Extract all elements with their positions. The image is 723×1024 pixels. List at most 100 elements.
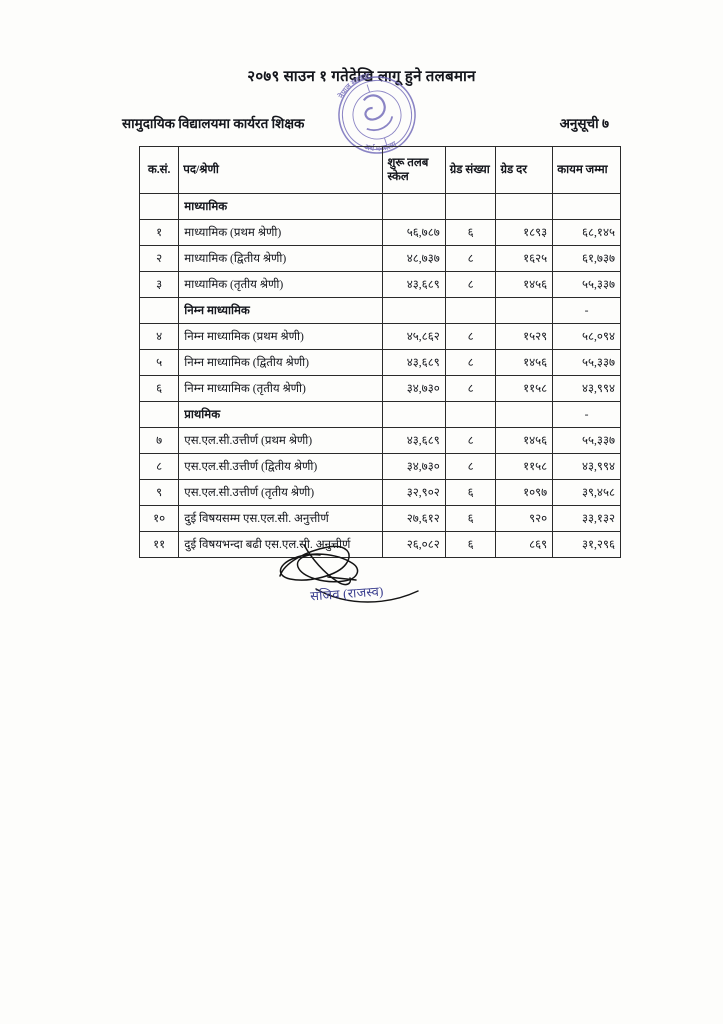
column-header-total: कायम जम्मा bbox=[552, 146, 621, 194]
table-row: ११ दुई विषयभन्दा बढी एस.एल.सी. अनुत्तीर्ण… bbox=[138, 531, 621, 558]
cell-serial: १० bbox=[138, 505, 180, 532]
cell-grade-count: ८ bbox=[444, 323, 497, 350]
table-group-row: निम्न माध्यामिक - bbox=[138, 297, 621, 324]
cell-total: ४३,९९४ bbox=[552, 453, 621, 480]
table-row: २ माध्यामिक (द्वितीय श्रेणी) ४८,७३७ ८ १६२५ ६१… bbox=[138, 245, 621, 272]
cell-grade-count: ६ bbox=[444, 219, 497, 246]
cell-serial: ९ bbox=[138, 479, 180, 506]
table-body: माध्यामिक १ माध्यामिक (प्रथम श्रेणी) ५६,७८७… bbox=[138, 193, 621, 558]
cell-total: ३३,१३२ bbox=[552, 505, 621, 532]
cell-grade-rate: १४५६ bbox=[495, 427, 554, 454]
column-header-grade-rate: ग्रेड दर bbox=[495, 146, 554, 194]
cell-scale: ४५,८६२ bbox=[382, 323, 446, 350]
cell-grade-rate: १५२९ bbox=[495, 323, 554, 350]
group-row-grade-rate bbox=[495, 193, 554, 220]
cell-grade-rate: १६२५ bbox=[495, 245, 554, 272]
cell-post: निम्न माध्यामिक (प्रथम श्रेणी) bbox=[178, 323, 384, 350]
handwritten-signature-icon bbox=[279, 544, 419, 603]
cell-grade-rate: १८९३ bbox=[495, 219, 554, 246]
cell-grade-rate: ८६९ bbox=[495, 531, 554, 558]
table-row: ८ एस.एल.सी.उत्तीर्ण (द्वितीय श्रेणी) ३४,७३… bbox=[138, 453, 621, 480]
cell-grade-count: ८ bbox=[444, 453, 497, 480]
group-row-grade-count bbox=[444, 193, 497, 220]
cell-post: माध्यामिक (प्रथम श्रेणी) bbox=[178, 219, 384, 246]
group-row-total bbox=[552, 193, 621, 220]
table-row: ४ निम्न माध्यामिक (प्रथम श्रेणी) ४५,८६२ ८ १५… bbox=[138, 323, 621, 350]
group-row-serial bbox=[138, 193, 180, 220]
column-header-post: पद/श्रेणी bbox=[178, 146, 384, 194]
group-row-label: माध्यामिक bbox=[178, 193, 384, 220]
table-row: ६ निम्न माध्यामिक (तृतीय श्रेणी) ३४,७३० ८ ११… bbox=[138, 375, 621, 402]
cell-scale: ३२,९०२ bbox=[382, 479, 446, 506]
cell-grade-count: ८ bbox=[444, 245, 497, 272]
cell-serial: १ bbox=[138, 219, 180, 246]
cell-scale: २७,६१२ bbox=[382, 505, 446, 532]
subtitle-row: सामुदायिक विद्यालयमा कार्यरत शिक्षक अनुस… bbox=[122, 114, 609, 132]
cell-serial: ८ bbox=[138, 453, 180, 480]
cell-scale: ३४,७३० bbox=[382, 375, 446, 402]
group-row-scale bbox=[382, 193, 446, 220]
cell-grade-count: ८ bbox=[444, 349, 497, 376]
table-row: ९ एस.एल.सी.उत्तीर्ण (तृतीय श्रेणी) ३२,९०२ ६… bbox=[138, 479, 621, 506]
cell-scale: ४८,७३७ bbox=[382, 245, 446, 272]
cell-scale: २६,०८२ bbox=[382, 531, 446, 558]
cell-serial: ३ bbox=[138, 271, 180, 298]
cell-post: माध्यामिक (द्वितीय श्रेणी) bbox=[178, 245, 384, 272]
group-row-total: - bbox=[552, 401, 621, 428]
cell-grade-rate: ११५८ bbox=[495, 453, 554, 480]
cell-post: माध्यामिक (तृतीय श्रेणी) bbox=[178, 271, 384, 298]
cell-scale: ४३,६८९ bbox=[382, 271, 446, 298]
cell-scale: ३४,७३० bbox=[382, 453, 446, 480]
cell-total: ६१,७३७ bbox=[552, 245, 621, 272]
cell-total: ५५,३३७ bbox=[552, 349, 621, 376]
salary-table: क.सं. पद/श्रेणी शुरू तलब स्केल ग्रेड संख… bbox=[138, 146, 621, 558]
group-row-total: - bbox=[552, 297, 621, 324]
cell-grade-count: ८ bbox=[444, 427, 497, 454]
cell-post: एस.एल.सी.उत्तीर्ण (प्रथम श्रेणी) bbox=[178, 427, 384, 454]
group-row-label: निम्न माध्यामिक bbox=[178, 297, 384, 324]
table-group-row: माध्यामिक bbox=[138, 193, 621, 220]
cell-total: ३९,४५८ bbox=[552, 479, 621, 506]
cell-total: ३१,२९६ bbox=[552, 531, 621, 558]
group-row-grade-rate bbox=[495, 401, 554, 428]
salary-table-container: क.सं. पद/श्रेणी शुरू तलब स्केल ग्रेड संख… bbox=[138, 146, 621, 558]
cell-total: ५५,३३७ bbox=[552, 271, 621, 298]
table-group-row: प्राथमिक - bbox=[138, 401, 621, 428]
group-row-grade-count bbox=[444, 297, 497, 324]
cell-post: दुई विषयसम्म एस.एल.सी. अनुत्तीर्ण bbox=[178, 505, 384, 532]
cell-total: ४३,९९४ bbox=[552, 375, 621, 402]
cell-total: ६८,१४५ bbox=[552, 219, 621, 246]
cell-grade-count: ८ bbox=[444, 375, 497, 402]
signature-block: संजिव (राजस्व) bbox=[258, 533, 508, 618]
table-row: १ माध्यामिक (प्रथम श्रेणी) ५६,७८७ ६ १८९३ ६८,१… bbox=[138, 219, 621, 246]
group-row-grade-count bbox=[444, 401, 497, 428]
schedule-label: अनुसूची ७ bbox=[559, 116, 609, 131]
cell-grade-rate: ११५८ bbox=[495, 375, 554, 402]
cell-post: एस.एल.सी.उत्तीर्ण (तृतीय श्रेणी) bbox=[178, 479, 384, 506]
table-row: १० दुई विषयसम्म एस.एल.सी. अनुत्तीर्ण २७,६१… bbox=[138, 505, 621, 532]
table-header: क.सं. पद/श्रेणी शुरू तलब स्केल ग्रेड संख… bbox=[138, 146, 621, 194]
column-header-serial: क.सं. bbox=[138, 146, 180, 194]
group-row-scale bbox=[382, 297, 446, 324]
subtitle-subject: सामुदायिक विद्यालयमा कार्यरत शिक्षक bbox=[122, 116, 305, 131]
cell-serial: ११ bbox=[138, 531, 180, 558]
cell-total: ५५,३३७ bbox=[552, 427, 621, 454]
group-row-scale bbox=[382, 401, 446, 428]
group-row-serial bbox=[138, 401, 180, 428]
cell-serial: २ bbox=[138, 245, 180, 272]
cell-grade-rate: १४५६ bbox=[495, 271, 554, 298]
cell-post: एस.एल.सी.उत्तीर्ण (द्वितीय श्रेणी) bbox=[178, 453, 384, 480]
cell-grade-count: ६ bbox=[444, 505, 497, 532]
cell-scale: ५६,७८७ bbox=[382, 219, 446, 246]
table-row: ७ एस.एल.सी.उत्तीर्ण (प्रथम श्रेणी) ४३,६८९ ८… bbox=[138, 427, 621, 454]
table-row: ५ निम्न माध्यामिक (द्वितीय श्रेणी) ४३,६८९ ८… bbox=[138, 349, 621, 376]
cell-total: ५८,०९४ bbox=[552, 323, 621, 350]
table-header-row: क.सं. पद/श्रेणी शुरू तलब स्केल ग्रेड संख… bbox=[138, 146, 621, 194]
cell-grade-rate: १४५६ bbox=[495, 349, 554, 376]
cell-grade-count: ८ bbox=[444, 271, 497, 298]
column-header-grade-count: ग्रेड संख्या bbox=[444, 146, 497, 194]
group-row-serial bbox=[138, 297, 180, 324]
document-title: २०७९ साउन १ गतेदेखि लागू हुने तलबमान bbox=[247, 69, 476, 85]
group-row-grade-rate bbox=[495, 297, 554, 324]
